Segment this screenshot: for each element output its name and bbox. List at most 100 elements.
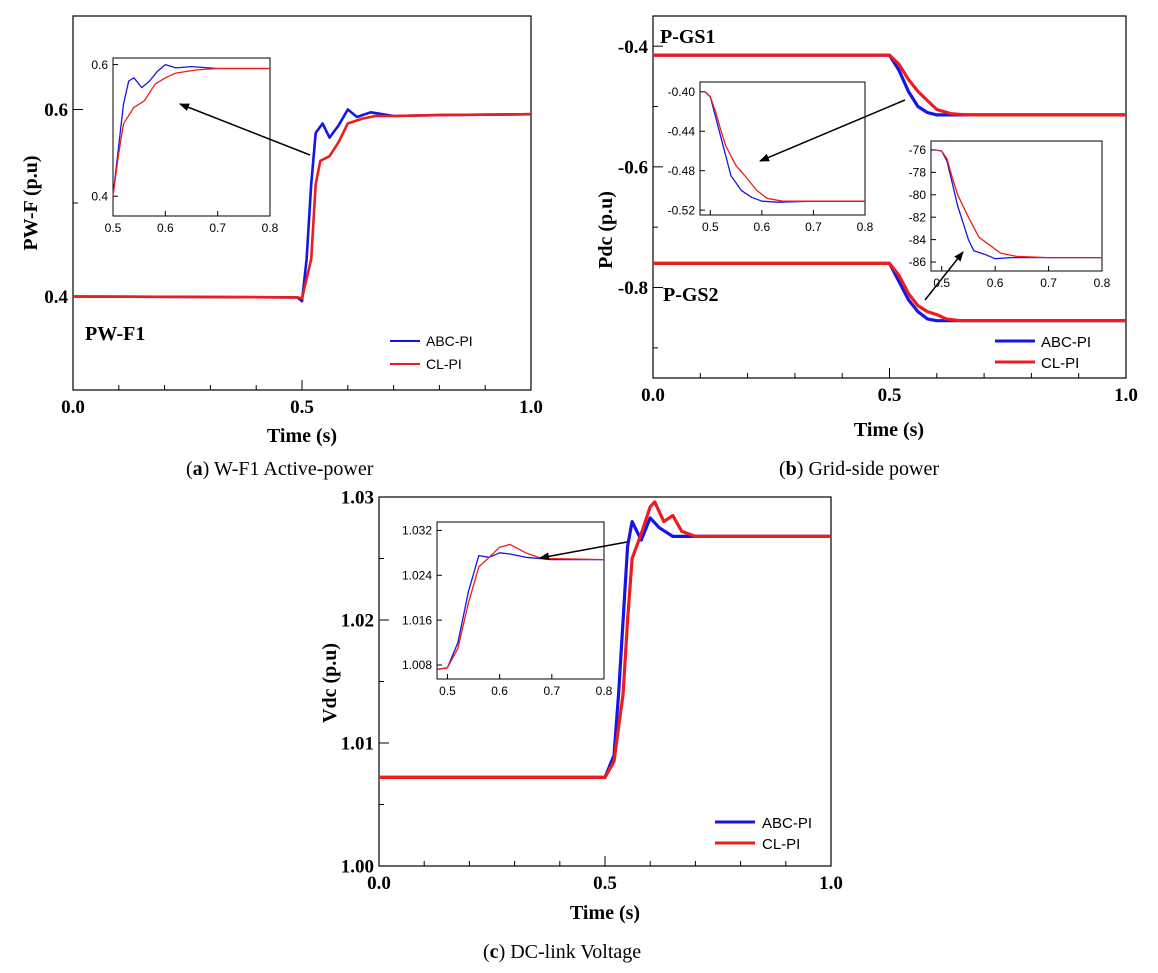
series-cl-pi-line (704, 91, 865, 202)
x-tick-label: 0.6 (987, 276, 1004, 290)
panel-b-annotation-pgs1: P-GS1 (660, 26, 716, 48)
series-cl-pi-line (653, 261, 1126, 323)
x-tick-label: 0.6 (754, 220, 771, 234)
caption-b-text: Grid-side power (803, 458, 939, 480)
x-tick-label: 0.8 (596, 684, 613, 698)
y-tick-label: -78 (909, 166, 927, 180)
x-tick-label: 0.5 (439, 684, 456, 698)
y-tick-label: 1.01 (341, 734, 374, 755)
x-tick-label: 0.8 (857, 220, 874, 234)
caption-c-text: DC-link Voltage (505, 941, 641, 963)
y-tick-label: -80 (909, 188, 927, 202)
x-tick-label: 0.7 (543, 684, 560, 698)
x-tick-label: 0.0 (61, 397, 85, 418)
series-cl-pi-line (653, 53, 1126, 117)
caption-b: (b) Grid-side power (779, 458, 939, 480)
panel-a-ylabel: PW-F (p.u) (20, 155, 42, 250)
panel-a-xlabel: Time (s) (267, 425, 337, 447)
legend-label-abc-pi: ABC-PI (762, 815, 812, 832)
panel-a-zoom-arrow (179, 103, 311, 156)
x-tick-label: 0.5 (878, 385, 902, 406)
y-tick-label: -0.52 (668, 203, 696, 217)
x-tick-label: 0.6 (157, 221, 174, 235)
panel-b-inset2-ticks: 0.5 0.6 0.7 0.8 -76 -78 -80 -82 -84 -86 (909, 143, 1111, 290)
x-tick-label: 0.5 (105, 221, 122, 235)
y-tick-label: 0.4 (91, 189, 108, 203)
x-tick-label: 0.8 (262, 221, 279, 235)
series-cl-pi-line (936, 149, 1102, 259)
legend-label-cl-pi: CL-PI (426, 356, 462, 372)
y-tick-label: 1.016 (402, 613, 432, 627)
y-tick-label: 0.4 (44, 287, 68, 308)
panel-c-xlabel: Time (s) (570, 902, 640, 924)
panel-b-inset2-frame (930, 140, 1103, 272)
y-tick-label: 1.02 (341, 611, 374, 632)
panel-a-legend: ABC-PI CL-PI (390, 333, 473, 372)
panel-a-inset-series (112, 63, 270, 197)
panel-a-ticks: 0.0 0.5 1.0 0.4 0.6 (44, 15, 543, 418)
panel-b-legend: ABC-PI CL-PI (995, 334, 1091, 372)
y-tick-label: -0.48 (668, 164, 696, 178)
y-tick-label: -82 (909, 210, 927, 224)
panel-b-ylabel: Pdc (p.u) (595, 191, 617, 269)
panel-c-dc-link-voltage: 0.0 0.5 1.0 1.00 1.01 1.02 1.03 Time (s) Vdc (… (319, 488, 843, 924)
x-tick-label: 0.5 (593, 873, 617, 894)
panel-b-zoom-arrow-1 (759, 99, 906, 162)
panel-c-inset-series (436, 543, 605, 671)
x-tick-label: 1.0 (1114, 385, 1138, 406)
panel-a-annotation-pwf1: PW-F1 (85, 323, 145, 345)
panel-b-grid-side-power: 0.0 0.5 1.0 -0.4 -0.6 -0.8 Time (s) Pdc (p.u)… (595, 15, 1138, 441)
x-tick-label: 1.0 (819, 873, 843, 894)
y-tick-label: 1.032 (402, 524, 432, 538)
y-tick-label: -0.40 (668, 85, 696, 99)
legend-label-cl-pi: CL-PI (762, 836, 800, 853)
panel-b-zoom-arrow-2 (924, 251, 964, 301)
panel-b-ticks: 0.0 0.5 1.0 -0.4 -0.6 -0.8 (618, 37, 1138, 406)
caption-c: (c) DC-link Voltage (483, 941, 641, 963)
panel-a-active-power: 0.0 0.5 1.0 0.4 0.6 Time (s) PW-F (p.u) PW-F… (20, 15, 543, 447)
y-tick-label: -84 (909, 233, 927, 247)
panel-b-series (653, 53, 1126, 323)
x-tick-label: 0.6 (491, 684, 508, 698)
y-tick-label: 0.6 (44, 100, 68, 121)
caption-c-letter: c (490, 941, 499, 963)
panel-c-series (379, 500, 831, 779)
x-tick-label: 0.8 (1094, 276, 1111, 290)
y-tick-label: 1.008 (402, 658, 432, 672)
panel-c-inset-frame (436, 521, 605, 680)
panel-c-inset-ticks: 0.5 0.6 0.7 0.8 1.008 1.016 1.024 1.032 (402, 524, 613, 698)
panel-a-inset-ticks: 0.5 0.6 0.7 0.8 0.4 0.6 (91, 58, 278, 235)
series-cl-pi-line (436, 543, 605, 671)
x-tick-label: 0.7 (805, 220, 822, 234)
y-tick-label: 0.6 (91, 58, 108, 72)
panel-b-xlabel: Time (s) (854, 419, 924, 441)
panel-c-ticks: 0.0 0.5 1.0 1.00 1.01 1.02 1.03 (341, 488, 843, 894)
legend-label-cl-pi: CL-PI (1041, 355, 1079, 372)
caption-a-text: W-F1 Active-power (209, 458, 373, 480)
legend-label-abc-pi: ABC-PI (1041, 334, 1091, 351)
y-tick-label: 1.00 (341, 857, 374, 878)
panel-c-zoom-arrow (539, 541, 628, 561)
series-cl-pi-line (72, 112, 532, 300)
y-tick-label: -86 (909, 255, 927, 269)
series-abc-pi-line (653, 261, 1126, 323)
x-tick-label: 0.5 (290, 397, 314, 418)
y-tick-label: -0.44 (668, 124, 696, 138)
series-cl-pi-line (379, 500, 831, 779)
y-tick-label: -0.4 (618, 37, 649, 58)
y-tick-label: 1.03 (341, 488, 374, 509)
panel-c-legend: ABC-PI CL-PI (715, 815, 812, 853)
x-tick-label: 0.0 (641, 385, 665, 406)
series-abc-pi-line (704, 91, 865, 203)
series-cl-pi-line (112, 67, 270, 197)
y-tick-label: -0.8 (618, 278, 648, 299)
panel-b-inset1-frame (699, 81, 866, 216)
series-abc-pi-line (112, 63, 270, 197)
panel-b-inset2-series (936, 149, 1102, 260)
caption-a-letter: a (193, 458, 203, 480)
x-tick-label: 0.5 (933, 276, 950, 290)
caption-b-letter: b (786, 458, 797, 480)
x-tick-label: 0.7 (209, 221, 226, 235)
x-tick-label: 0.7 (1040, 276, 1057, 290)
